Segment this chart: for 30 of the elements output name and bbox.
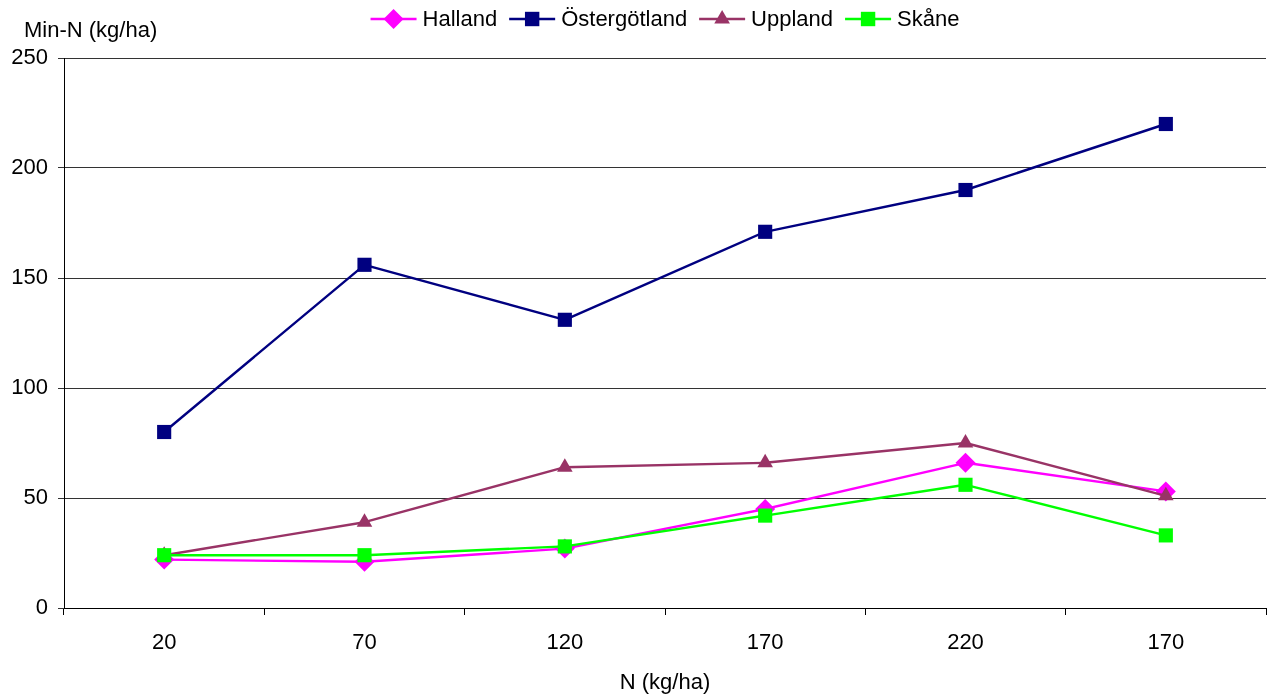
point <box>1158 116 1173 132</box>
point <box>958 182 973 198</box>
point <box>758 508 773 523</box>
y-tick-label: 50 <box>23 484 48 510</box>
point <box>758 224 773 239</box>
point <box>157 424 172 440</box>
y-tick-label: 150 <box>11 264 48 290</box>
x-tick-label: 220 <box>947 629 984 655</box>
y-tick-label: 100 <box>11 374 48 400</box>
x-tick-label: 70 <box>352 629 377 655</box>
x-tick-label: 120 <box>546 629 584 655</box>
y-tick-label: 0 <box>35 594 48 620</box>
point <box>958 477 973 492</box>
legend-label: Uppland <box>751 6 834 32</box>
point <box>1158 528 1173 543</box>
point <box>955 452 976 473</box>
legend-label: Halland <box>422 6 498 32</box>
legend-label: Östergötland <box>561 6 688 32</box>
y-tick-label: 200 <box>11 154 48 180</box>
x-tick-label: 20 <box>151 629 177 655</box>
legend-label: Skåne <box>897 6 960 32</box>
y-tick-label: 250 <box>11 44 48 70</box>
x-tick-label: 170 <box>1147 629 1185 655</box>
point <box>957 434 974 448</box>
x-axis-title: N (kg/ha) <box>619 668 711 694</box>
y-axis-title: Min-N (kg/ha) <box>24 17 158 43</box>
point <box>357 548 372 563</box>
point <box>557 312 572 327</box>
x-tick-label: 170 <box>746 629 784 655</box>
point <box>357 257 372 272</box>
